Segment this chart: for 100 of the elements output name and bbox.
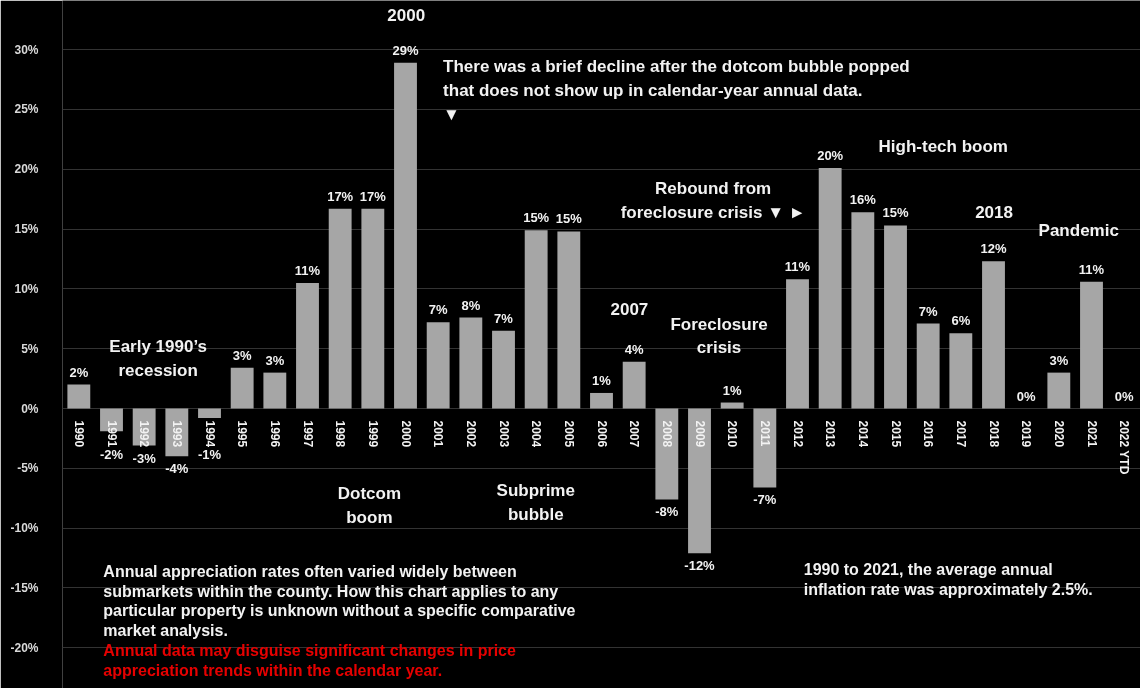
bar xyxy=(949,333,973,409)
x-tick-label: 1991 xyxy=(104,420,119,448)
x-tick-label: 1992 xyxy=(137,420,152,448)
y-tick-label: -5% xyxy=(17,461,39,476)
data-label: 15% xyxy=(882,205,909,221)
data-label: 20% xyxy=(817,148,844,164)
annotation: Annual appreciation rates often varied widely between submarkets within the county. How this chart applies to any particular property is unknown without a specific comparative market analysis. xyxy=(103,562,576,640)
y-tick-label: 30% xyxy=(14,42,39,57)
bar xyxy=(328,208,352,409)
annotation: 2018 xyxy=(975,203,1013,223)
bar xyxy=(524,230,548,409)
data-label: 7% xyxy=(494,310,514,326)
bar xyxy=(818,168,842,409)
bar xyxy=(394,62,417,409)
data-label: -2% xyxy=(99,446,124,462)
annotation: There was a brief decline after the dotcom bubble popped that does not show up in calendar-year annual data. ▼ xyxy=(443,57,910,124)
data-label: 15% xyxy=(523,210,550,226)
data-label: 3% xyxy=(265,352,285,368)
y-tick-label: 20% xyxy=(14,162,39,177)
bar xyxy=(982,261,1005,409)
x-tick-label: 2019 xyxy=(1019,420,1034,448)
bar xyxy=(230,367,254,409)
data-label: 17% xyxy=(327,188,354,204)
bar xyxy=(557,231,581,409)
bar xyxy=(688,408,711,554)
bar xyxy=(361,208,385,409)
data-label: 0% xyxy=(1016,388,1036,404)
x-tick-label: 1996 xyxy=(267,420,282,448)
x-tick-label: 2004 xyxy=(529,420,544,448)
bar xyxy=(786,279,809,409)
x-tick-label: 2010 xyxy=(725,420,740,448)
x-tick-label: 2016 xyxy=(921,420,936,448)
bar xyxy=(753,408,777,488)
x-tick-label: 2009 xyxy=(692,420,707,448)
bar xyxy=(459,317,483,409)
x-tick-label: 2021 xyxy=(1084,420,1099,448)
bar xyxy=(851,212,875,409)
data-label: 6% xyxy=(951,313,971,329)
data-label: 7% xyxy=(428,302,448,318)
x-tick-label: 1998 xyxy=(333,420,348,448)
data-label: -12% xyxy=(684,558,716,574)
bar xyxy=(655,408,679,500)
x-tick-label: 1990 xyxy=(71,420,86,448)
annotation: 1990 to 2021, the average annual inflation rate was approximately 2.5%. xyxy=(803,560,1093,598)
bar xyxy=(492,330,515,409)
x-tick-label: 2006 xyxy=(594,420,609,448)
data-label: 11% xyxy=(294,262,321,278)
x-tick-label: 2017 xyxy=(953,420,968,448)
y-tick-label: -15% xyxy=(10,580,39,595)
data-label: 17% xyxy=(359,188,387,204)
bar xyxy=(296,282,319,409)
data-label: 12% xyxy=(980,241,1007,257)
data-label: 11% xyxy=(784,259,811,275)
annotation: Rebound from foreclosure crisis ▼ ► xyxy=(620,179,806,222)
bar xyxy=(916,323,940,409)
x-tick-label: 2015 xyxy=(888,420,903,448)
y-tick-label: 0% xyxy=(21,401,39,416)
x-tick-label: 2003 xyxy=(496,420,511,448)
x-tick-label: 2018 xyxy=(986,420,1001,448)
y-tick-label: 5% xyxy=(21,341,39,356)
x-tick-label: 2013 xyxy=(823,420,838,448)
bar xyxy=(1080,281,1103,409)
bar xyxy=(426,322,450,409)
data-label: -4% xyxy=(165,461,189,477)
x-tick-label: 1997 xyxy=(300,420,315,448)
x-tick-label: 2012 xyxy=(790,420,805,448)
bar xyxy=(1047,372,1071,409)
x-tick-label: 2007 xyxy=(627,420,642,448)
annotation: High-tech boom xyxy=(878,136,1008,156)
annotation: Early 1990’s recession xyxy=(109,337,207,381)
y-tick-label: 10% xyxy=(14,281,39,296)
y-tick-label: 15% xyxy=(14,222,39,237)
x-tick-label: 2014 xyxy=(855,420,870,448)
annotation: 2007 xyxy=(610,300,649,320)
data-label: 0% xyxy=(1114,388,1134,404)
data-label: 15% xyxy=(555,211,583,227)
x-tick-label: 2022 YTD xyxy=(1117,420,1132,475)
data-label: 1% xyxy=(592,372,612,388)
data-label: 29% xyxy=(392,42,419,58)
x-tick-label: 2000 xyxy=(398,420,413,448)
y-tick-label: 25% xyxy=(14,102,39,117)
x-tick-label: 2001 xyxy=(431,420,446,448)
annotation: Dotcom boom xyxy=(337,483,401,527)
y-tick-label: -20% xyxy=(10,640,39,655)
bar xyxy=(622,361,646,409)
data-label: 4% xyxy=(624,341,644,357)
bar xyxy=(590,392,613,409)
data-label: 8% xyxy=(461,297,481,313)
annotation: Foreclosure crisis xyxy=(670,314,768,358)
x-tick-label: 1993 xyxy=(169,420,184,448)
data-label: -8% xyxy=(655,504,679,520)
data-label: 3% xyxy=(232,347,252,363)
data-label: -1% xyxy=(197,446,222,462)
x-tick-label: 2020 xyxy=(1051,420,1066,448)
x-tick-label: 2005 xyxy=(561,420,576,448)
data-label: 7% xyxy=(918,303,938,319)
data-label: -7% xyxy=(753,492,777,508)
data-label: -3% xyxy=(132,450,157,466)
data-label: 16% xyxy=(849,192,877,208)
x-tick-label: 2011 xyxy=(757,420,772,447)
